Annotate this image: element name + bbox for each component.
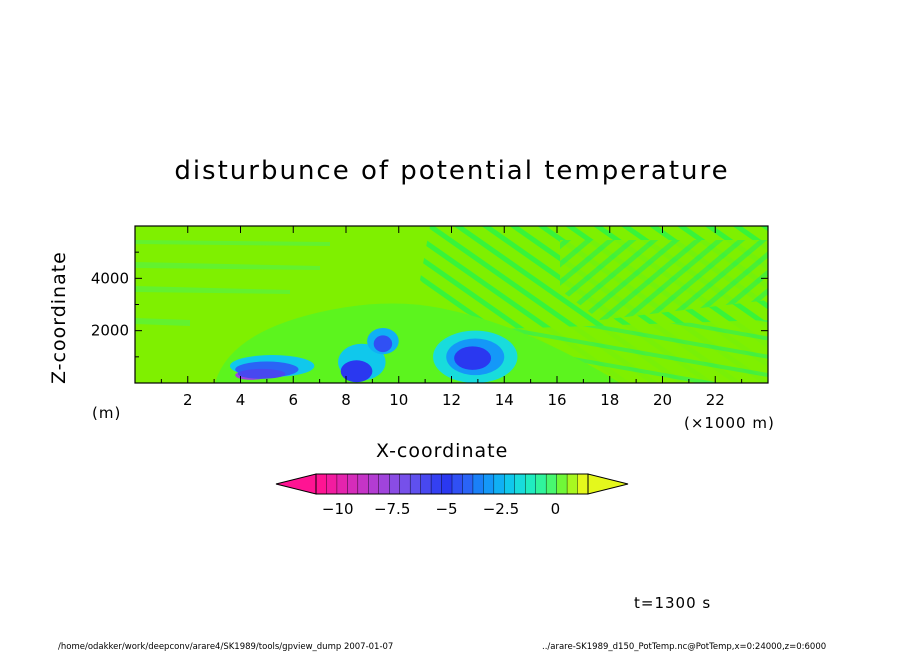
anomaly-region <box>454 346 492 370</box>
x-axis-ticks: 2 4 6 8 10 12 14 16 18 20 22 <box>160 226 743 409</box>
x-tick-label: 8 <box>341 391 351 409</box>
colorbar-swatch <box>389 473 401 495</box>
footer-data-source: ../arare-SK1989_d150_PotTemp.nc@PotTemp,… <box>542 642 827 652</box>
anomaly-region <box>340 360 373 383</box>
colorbar-swatch <box>483 473 495 495</box>
colorbar-swatch <box>399 473 411 495</box>
layer-band <box>135 286 290 294</box>
x-tick-label: 6 <box>288 391 298 409</box>
colorbar-swatch <box>357 473 369 495</box>
y-axis-label: Z-coordinate <box>48 251 70 384</box>
y-tick-label: 4000 <box>91 269 129 287</box>
colorbar-swatch <box>525 473 537 495</box>
colorbar-swatch <box>347 473 359 495</box>
colorbar-swatch <box>441 473 453 495</box>
y-axis-unit: (m) <box>92 404 122 422</box>
wave-region-crosshatch <box>560 240 768 320</box>
x-axis-label: X-coordinate <box>376 440 509 462</box>
colorbar-swatch <box>420 473 432 495</box>
colorbar-swatch <box>556 473 568 495</box>
x-axis-unit: (×1000 m) <box>684 414 775 432</box>
colorbar-swatch <box>514 473 526 495</box>
colorbar-tick-label: −5 <box>435 500 457 518</box>
colorbar-swatch <box>409 473 422 495</box>
layer-band <box>135 240 330 246</box>
colorbar-swatch <box>315 473 327 495</box>
x-tick-label: 12 <box>442 391 461 409</box>
colorbar-swatch <box>462 473 474 495</box>
colorbar-swatch <box>378 473 390 495</box>
colorbar-swatch <box>545 473 558 495</box>
colorbar-swatch <box>504 473 516 495</box>
colorbar-frame <box>315 473 589 495</box>
colorbar-swatch <box>430 473 443 495</box>
colorbar-swatch <box>493 473 505 495</box>
colorbar-swatch <box>566 473 579 495</box>
y-tick-label: 2000 <box>91 322 129 340</box>
x-tick-label: 4 <box>236 391 246 409</box>
chart-title: disturbunce of potential temperature <box>174 156 730 186</box>
x-tick-label: 20 <box>653 391 672 409</box>
colorbar <box>275 473 629 495</box>
colorbar-tick-label: 0 <box>551 500 561 518</box>
colorbar-swatch <box>336 473 348 495</box>
anomaly-region <box>373 335 393 353</box>
colorbar-swatch <box>535 473 547 495</box>
colorbar-extend-high <box>587 473 629 495</box>
colorbar-swatch <box>451 473 463 495</box>
layer-band <box>135 262 320 270</box>
colorbar-ticks: −10 −7.5 −5 −2.5 0 <box>322 500 560 518</box>
layer-band <box>135 318 190 326</box>
x-tick-label: 14 <box>495 391 514 409</box>
x-tick-label: 16 <box>547 391 566 409</box>
x-tick-label: 18 <box>600 391 619 409</box>
colorbar-tick-label: −2.5 <box>483 500 519 518</box>
y-axis-ticks: 2000 4000 <box>91 251 768 358</box>
colorbar-swatch <box>326 473 338 495</box>
anomaly-region <box>237 368 286 379</box>
x-tick-label: 22 <box>706 391 725 409</box>
colorbar-swatch <box>577 473 589 495</box>
x-tick-label: 10 <box>389 391 408 409</box>
colorbar-swatch <box>472 473 484 495</box>
colorbar-swatch <box>368 473 380 495</box>
time-label: t=1300 s <box>634 594 712 612</box>
colorbar-tick-label: −10 <box>322 500 354 518</box>
footer-script-path: /home/odakker/work/deepconv/arare4/SK198… <box>58 642 394 652</box>
colorbar-extend-low <box>275 473 317 495</box>
heatmap-field <box>135 226 768 383</box>
x-tick-label: 2 <box>183 391 193 409</box>
colorbar-tick-label: −7.5 <box>374 500 410 518</box>
cold-pool-outline <box>215 303 620 383</box>
